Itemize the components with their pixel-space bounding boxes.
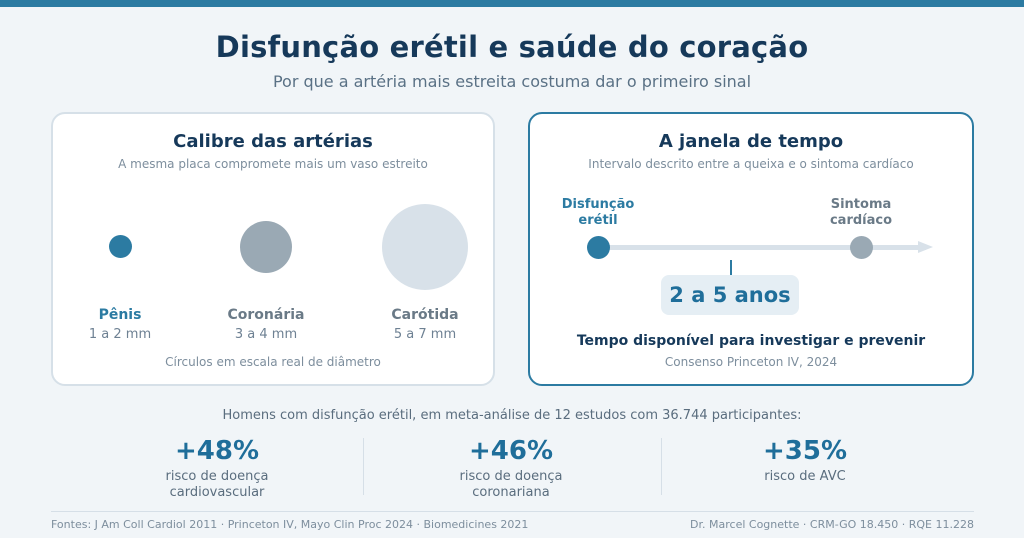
timeline-tick — [730, 260, 732, 275]
arteries-card: Calibre das artérias A mesma placa compr… — [51, 112, 495, 386]
timeline-end-dot — [850, 236, 873, 259]
stat-stroke: +35% risco de AVC — [690, 436, 920, 485]
stat-value: +46% — [468, 436, 554, 466]
time-window-caption: Tempo disponível para investigar e preve… — [576, 333, 926, 349]
footer-sources: Fontes: J Am Coll Cardiol 2011 · Princet… — [51, 518, 529, 531]
penis-artery-circle — [109, 235, 132, 258]
timeline-start-dot — [587, 236, 610, 259]
stat-coronary: +46% risco de doença coronariana — [396, 436, 626, 501]
carotid-artery-name: Carótida — [391, 307, 459, 323]
time-window-card: A janela de tempo Intervalo descrito ent… — [528, 112, 974, 386]
page-subtitle: Por que a artéria mais estreita costuma … — [272, 72, 752, 91]
stat-value: +48% — [174, 436, 260, 466]
stat-divider — [661, 438, 662, 495]
stat-label: risco de AVC — [764, 469, 846, 484]
timeline-line — [596, 245, 926, 250]
stats-intro: Homens com disfunção erétil, em meta-aná… — [222, 408, 802, 423]
carotid-artery-circle — [382, 204, 468, 290]
scale-note: Círculos em escala real de diâmetro — [165, 355, 381, 369]
stat-label: risco de doença cardiovascular — [165, 469, 269, 500]
coronary-artery-circle — [240, 221, 292, 273]
stat-label: risco de doença coronariana — [459, 469, 563, 500]
time-window-card-subtitle: Intervalo descrito entre a queixa e o si… — [588, 157, 914, 171]
stat-divider — [363, 438, 364, 495]
time-window-card-title: A janela de tempo — [658, 131, 844, 152]
stat-cardiovascular: +48% risco de doença cardiovascular — [102, 436, 332, 501]
penis-artery-name: Pênis — [98, 307, 142, 323]
arteries-card-subtitle: A mesma placa compromete mais um vaso es… — [118, 157, 428, 171]
page-title: Disfunção erétil e saúde do coração — [215, 30, 809, 64]
stat-value: +35% — [762, 436, 848, 466]
timeline-arrowhead — [918, 241, 933, 253]
footer-author: Dr. Marcel Cognette · CRM-GO 18.450 · RQ… — [690, 518, 974, 531]
timeline-end-label: Sintoma cardíaco — [829, 197, 893, 228]
arteries-card-title: Calibre das artérias — [173, 131, 373, 152]
coronary-artery-size: 3 a 4 mm — [234, 327, 298, 342]
carotid-artery-size: 5 a 7 mm — [393, 327, 457, 342]
time-window-source: Consenso Princeton IV, 2024 — [664, 355, 838, 369]
time-range-badge: 2 a 5 anos — [661, 275, 799, 315]
timeline-start-label: Disfunção erétil — [561, 197, 635, 228]
coronary-artery-name: Coronária — [227, 307, 305, 323]
top-accent-bar — [0, 0, 1024, 7]
footer-divider — [51, 511, 974, 512]
penis-artery-size: 1 a 2 mm — [88, 327, 152, 342]
